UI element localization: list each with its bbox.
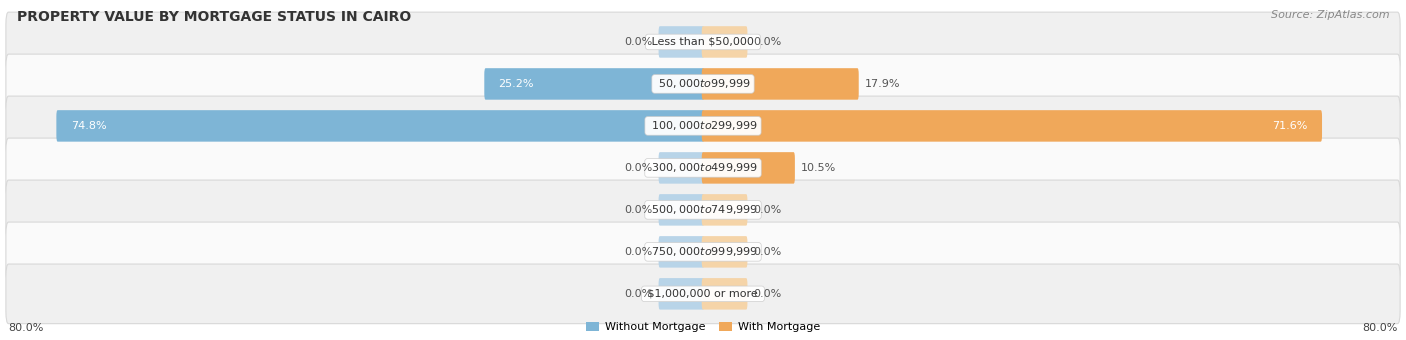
FancyBboxPatch shape bbox=[6, 54, 1400, 114]
Text: 0.0%: 0.0% bbox=[754, 289, 782, 299]
Text: PROPERTY VALUE BY MORTGAGE STATUS IN CAIRO: PROPERTY VALUE BY MORTGAGE STATUS IN CAI… bbox=[17, 10, 411, 24]
Text: $100,000 to $299,999: $100,000 to $299,999 bbox=[648, 119, 758, 132]
FancyBboxPatch shape bbox=[702, 26, 748, 58]
Text: 10.5%: 10.5% bbox=[800, 163, 835, 173]
FancyBboxPatch shape bbox=[658, 236, 704, 268]
FancyBboxPatch shape bbox=[658, 152, 704, 184]
Text: 0.0%: 0.0% bbox=[624, 289, 652, 299]
Text: 17.9%: 17.9% bbox=[865, 79, 900, 89]
Text: $50,000 to $99,999: $50,000 to $99,999 bbox=[655, 78, 751, 90]
FancyBboxPatch shape bbox=[702, 110, 1322, 142]
FancyBboxPatch shape bbox=[702, 194, 748, 226]
Text: 74.8%: 74.8% bbox=[70, 121, 107, 131]
Text: 80.0%: 80.0% bbox=[8, 323, 44, 333]
Legend: Without Mortgage, With Mortgage: Without Mortgage, With Mortgage bbox=[582, 318, 824, 337]
FancyBboxPatch shape bbox=[658, 194, 704, 226]
FancyBboxPatch shape bbox=[702, 278, 748, 310]
FancyBboxPatch shape bbox=[56, 110, 704, 142]
FancyBboxPatch shape bbox=[702, 236, 748, 268]
Text: $300,000 to $499,999: $300,000 to $499,999 bbox=[648, 162, 758, 174]
Text: 0.0%: 0.0% bbox=[624, 205, 652, 215]
Text: $1,000,000 or more: $1,000,000 or more bbox=[644, 289, 762, 299]
FancyBboxPatch shape bbox=[6, 12, 1400, 72]
FancyBboxPatch shape bbox=[658, 26, 704, 58]
Text: 0.0%: 0.0% bbox=[624, 247, 652, 257]
FancyBboxPatch shape bbox=[6, 180, 1400, 240]
FancyBboxPatch shape bbox=[702, 68, 859, 100]
Text: 80.0%: 80.0% bbox=[1362, 323, 1398, 333]
FancyBboxPatch shape bbox=[702, 152, 794, 184]
Text: 71.6%: 71.6% bbox=[1272, 121, 1308, 131]
Text: 0.0%: 0.0% bbox=[624, 37, 652, 47]
FancyBboxPatch shape bbox=[6, 222, 1400, 282]
Text: 0.0%: 0.0% bbox=[624, 163, 652, 173]
Text: $500,000 to $749,999: $500,000 to $749,999 bbox=[648, 203, 758, 216]
Text: Source: ZipAtlas.com: Source: ZipAtlas.com bbox=[1271, 10, 1389, 20]
Text: 0.0%: 0.0% bbox=[754, 247, 782, 257]
FancyBboxPatch shape bbox=[658, 278, 704, 310]
Text: Less than $50,000: Less than $50,000 bbox=[648, 37, 758, 47]
FancyBboxPatch shape bbox=[6, 264, 1400, 324]
FancyBboxPatch shape bbox=[6, 138, 1400, 198]
Text: 25.2%: 25.2% bbox=[499, 79, 534, 89]
Text: 0.0%: 0.0% bbox=[754, 37, 782, 47]
FancyBboxPatch shape bbox=[484, 68, 704, 100]
Text: 0.0%: 0.0% bbox=[754, 205, 782, 215]
FancyBboxPatch shape bbox=[6, 96, 1400, 156]
Text: $750,000 to $999,999: $750,000 to $999,999 bbox=[648, 245, 758, 258]
